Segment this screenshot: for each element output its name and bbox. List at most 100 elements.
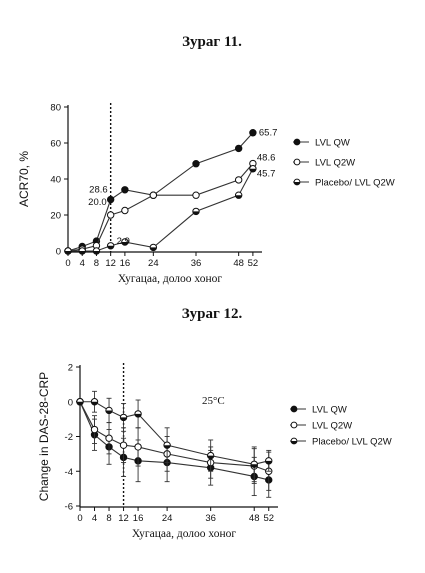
data-point-half xyxy=(76,401,84,405)
legend-label: LVL QW xyxy=(312,405,347,416)
x-tick-label: 4 xyxy=(92,513,97,524)
legend-label: Placebo/ LVL Q2W xyxy=(312,437,392,448)
x-tick-label: 8 xyxy=(94,258,99,269)
data-label: 20.0 xyxy=(88,197,107,208)
data-point xyxy=(106,195,115,204)
data-point-half xyxy=(91,401,98,405)
data-point-half xyxy=(64,251,72,255)
y-tick-label: 60 xyxy=(50,139,61,150)
x-tick-label: 0 xyxy=(65,258,70,269)
legend-marker xyxy=(290,437,298,445)
data-point-half xyxy=(105,410,113,414)
data-point xyxy=(163,441,171,449)
data-point xyxy=(192,207,200,216)
data-point xyxy=(90,398,99,406)
data-point xyxy=(234,191,243,199)
data-label: 45.7 xyxy=(257,169,276,180)
x-tick-label: 48 xyxy=(233,258,244,269)
data-point-half xyxy=(134,413,142,418)
data-point-half xyxy=(251,464,258,468)
x-tick-label: 48 xyxy=(249,513,260,524)
legend-marker xyxy=(290,405,298,413)
legend-label: LVL Q2W xyxy=(312,421,352,432)
y-tick-label: 0 xyxy=(56,247,61,258)
x-tick-label: 24 xyxy=(162,513,173,524)
data-label: 48.6 xyxy=(257,153,276,164)
data-point xyxy=(134,410,142,418)
series-placebo-lvl-q2w xyxy=(64,165,257,255)
x-tick-label: 16 xyxy=(133,513,144,524)
y-tick-label: 40 xyxy=(50,175,61,186)
y-tick-label: 20 xyxy=(50,211,61,222)
data-point-half xyxy=(120,417,127,421)
x-tick-label: 4 xyxy=(80,258,85,269)
data-point xyxy=(149,243,158,252)
data-point-half xyxy=(163,445,171,449)
x-tick-label: 36 xyxy=(191,258,202,269)
y-axis-label: Change in DAS-28-CRP xyxy=(37,372,51,501)
data-point-half xyxy=(107,245,114,249)
y-tick-label: -6 xyxy=(65,502,73,513)
x-tick-label: 12 xyxy=(118,513,129,524)
y-tick-label: -4 xyxy=(65,467,73,478)
data-point xyxy=(192,191,200,199)
y-tick-label: -2 xyxy=(65,432,73,443)
legend-label: LVL Q2W xyxy=(315,158,355,169)
data-point-half xyxy=(235,195,242,199)
data-point xyxy=(64,247,72,255)
data-point-half xyxy=(79,251,86,255)
legend-marker xyxy=(293,138,301,146)
series-lvl-qw xyxy=(76,398,273,498)
data-point-half xyxy=(265,460,272,465)
data-point xyxy=(250,460,258,468)
legend-label: LVL QW xyxy=(315,138,350,149)
x-axis-label: Хугацаа, долоо хоног xyxy=(132,528,237,540)
data-point xyxy=(121,186,129,194)
legend-label: Placebo/ LVL Q2W xyxy=(315,178,395,189)
data-label: 65.7 xyxy=(259,128,278,139)
x-tick-label: 52 xyxy=(263,513,274,524)
data-point-half xyxy=(249,168,257,172)
x-tick-label: 24 xyxy=(148,258,159,269)
data-point xyxy=(105,406,113,415)
data-point xyxy=(106,211,115,219)
data-point xyxy=(119,413,128,422)
y-axis-label: ACR70, % xyxy=(17,151,31,207)
legend-marker xyxy=(293,178,301,186)
legend-marker-half xyxy=(294,182,300,185)
data-point-half xyxy=(207,455,214,459)
data-point xyxy=(121,206,129,215)
data-point xyxy=(78,247,86,255)
y-tick-label: 80 xyxy=(50,103,61,114)
data-point xyxy=(119,441,128,449)
legend-marker xyxy=(290,421,298,429)
legend-marker-half xyxy=(291,441,297,444)
figure-12-caption: Зураг 12. xyxy=(182,306,243,322)
data-point xyxy=(265,457,273,465)
figure-11-caption: Зураг 11. xyxy=(182,34,242,50)
y-tick-label: 0 xyxy=(68,397,73,408)
series-placebo-lvl-q2w xyxy=(76,390,273,483)
temperature-annotation: 25°C xyxy=(202,395,225,407)
data-label: 28.6 xyxy=(89,185,108,196)
x-tick-label: 12 xyxy=(105,258,116,269)
data-point-half xyxy=(121,242,129,246)
data-label: 2.9 xyxy=(117,236,130,247)
x-tick-label: 0 xyxy=(77,513,82,524)
data-point xyxy=(121,238,129,246)
x-tick-label: 52 xyxy=(248,258,259,269)
x-axis-label: Хугацаа, долоо хоног xyxy=(118,273,223,285)
data-point xyxy=(134,443,142,451)
data-point xyxy=(206,451,215,460)
x-tick-label: 16 xyxy=(120,258,131,269)
data-point xyxy=(234,176,243,184)
data-point-half xyxy=(192,211,200,215)
data-point-half xyxy=(93,251,100,255)
data-point xyxy=(106,242,115,250)
x-tick-label: 8 xyxy=(106,513,111,524)
data-point-half xyxy=(150,247,157,251)
data-point xyxy=(149,191,158,199)
